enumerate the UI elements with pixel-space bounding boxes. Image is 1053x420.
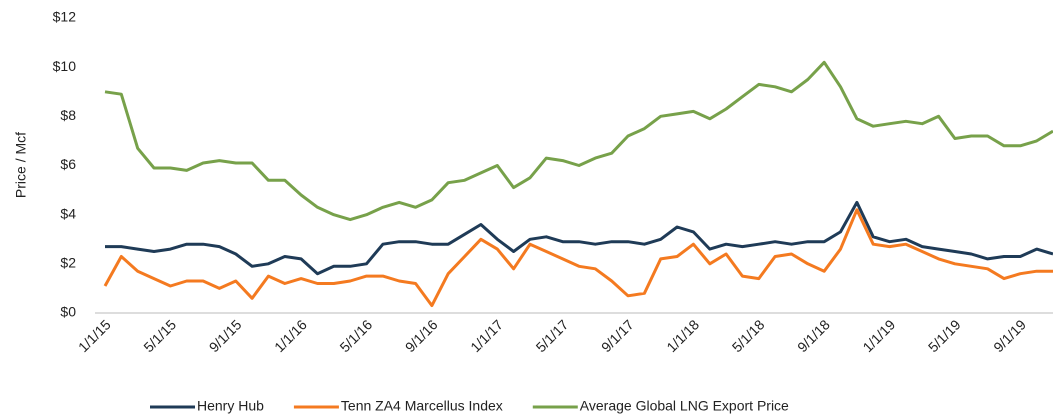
y-tick-label: $12 <box>53 9 77 25</box>
series-line <box>105 200 1053 276</box>
y-tick-label: $0 <box>60 304 76 320</box>
x-tick-label: 1/1/17 <box>467 316 506 355</box>
legend-label: Tenn ZA4 Marcellus Index <box>341 398 503 414</box>
x-tick-label: 9/1/16 <box>402 316 441 355</box>
x-tick-label: 5/1/18 <box>729 316 768 355</box>
series-line <box>104 60 1053 222</box>
y-tick-label: $8 <box>60 107 76 123</box>
x-tick-label: 5/1/16 <box>336 316 375 355</box>
x-tick-label: 5/1/15 <box>140 316 179 355</box>
x-tick-label: 9/1/19 <box>990 316 1029 355</box>
y-tick-label: $4 <box>60 205 76 221</box>
y-tick-label: $2 <box>60 255 76 271</box>
x-tick-label: 1/1/15 <box>75 316 114 355</box>
x-tick-label: 1/1/19 <box>859 316 898 355</box>
x-tick-label: 5/1/17 <box>533 316 572 355</box>
y-axis-label: Price / Mcf <box>13 132 29 198</box>
x-tick-label: 1/1/18 <box>663 316 702 355</box>
legend-label: Henry Hub <box>197 398 264 414</box>
x-tick-label: 1/1/16 <box>271 316 310 355</box>
x-tick-label: 9/1/15 <box>206 316 245 355</box>
legend-label: Average Global LNG Export Price <box>580 398 789 414</box>
x-tick-label: 9/1/17 <box>598 316 637 355</box>
y-tick-label: $10 <box>53 58 77 74</box>
x-tick-label: 5/1/19 <box>925 316 964 355</box>
series-line <box>103 208 1053 308</box>
legend: Henry Hub Tenn ZA4 Marcellus Index Average… <box>150 398 789 414</box>
y-tick-label: $6 <box>60 156 76 172</box>
x-tick-label: 9/1/18 <box>794 316 833 355</box>
